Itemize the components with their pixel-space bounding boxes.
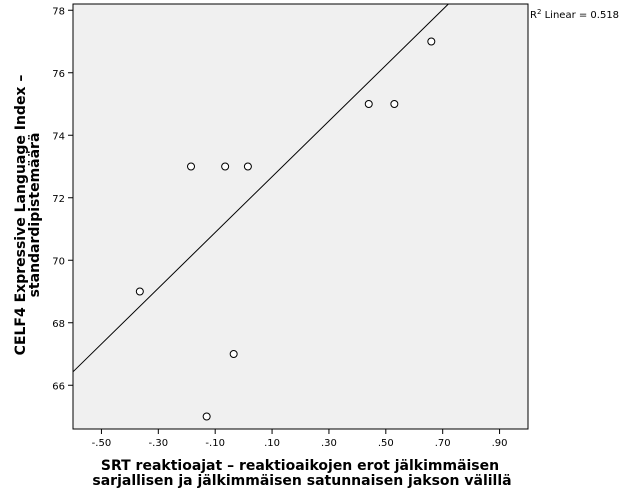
y-tick-label: 70 — [52, 256, 65, 267]
data-point — [187, 162, 196, 171]
y-axis-title-line-2: standardipistemäärä — [27, 133, 43, 298]
data-point — [243, 162, 252, 171]
x-tick-label: .30 — [321, 438, 337, 449]
x-tick-label: -.50 — [92, 438, 112, 449]
plot-area — [72, 3, 529, 430]
fit-line — [72, 3, 449, 373]
x-axis: -.50 -.30 -.10 .10 .30 .50 .70 .90 — [92, 429, 508, 449]
y-tick-label: 68 — [52, 319, 65, 330]
y-tick-label: 72 — [52, 194, 65, 205]
x-axis-title-line-1: SRT reaktioajat – reaktioaikojen erot jä… — [101, 458, 499, 474]
y-axis-title-line-1: CELF4 Expressive Language Index – — [13, 75, 29, 356]
y-axis: 66 68 70 72 74 76 78 — [52, 6, 73, 392]
x-tick-label: .90 — [492, 438, 508, 449]
data-points — [135, 37, 436, 421]
data-point — [202, 412, 211, 421]
data-point — [390, 100, 399, 108]
r2-value: Linear = 0.518 — [541, 10, 619, 21]
x-tick-label: .70 — [435, 438, 451, 449]
y-tick-label: 66 — [52, 381, 65, 392]
y-tick-label: 76 — [52, 69, 65, 80]
y-tick-label: 74 — [52, 131, 65, 142]
data-point — [427, 37, 436, 46]
data-point — [229, 350, 238, 358]
data-point — [135, 287, 144, 296]
x-tick-label: -.30 — [149, 438, 169, 449]
x-tick-label: .50 — [378, 438, 394, 449]
x-tick-label: .10 — [264, 438, 280, 449]
r2-label: R2 Linear = 0.518 — [530, 8, 619, 21]
data-point — [364, 100, 373, 108]
y-tick-label: 78 — [52, 6, 65, 17]
r2-r: R — [530, 10, 537, 21]
r2-superscript: 2 — [537, 8, 541, 16]
x-tick-label: -.10 — [205, 438, 225, 449]
x-axis-title-line-2: sarjallisen ja jälkimmäisen satunnaisen … — [92, 473, 511, 489]
data-point — [221, 162, 230, 171]
